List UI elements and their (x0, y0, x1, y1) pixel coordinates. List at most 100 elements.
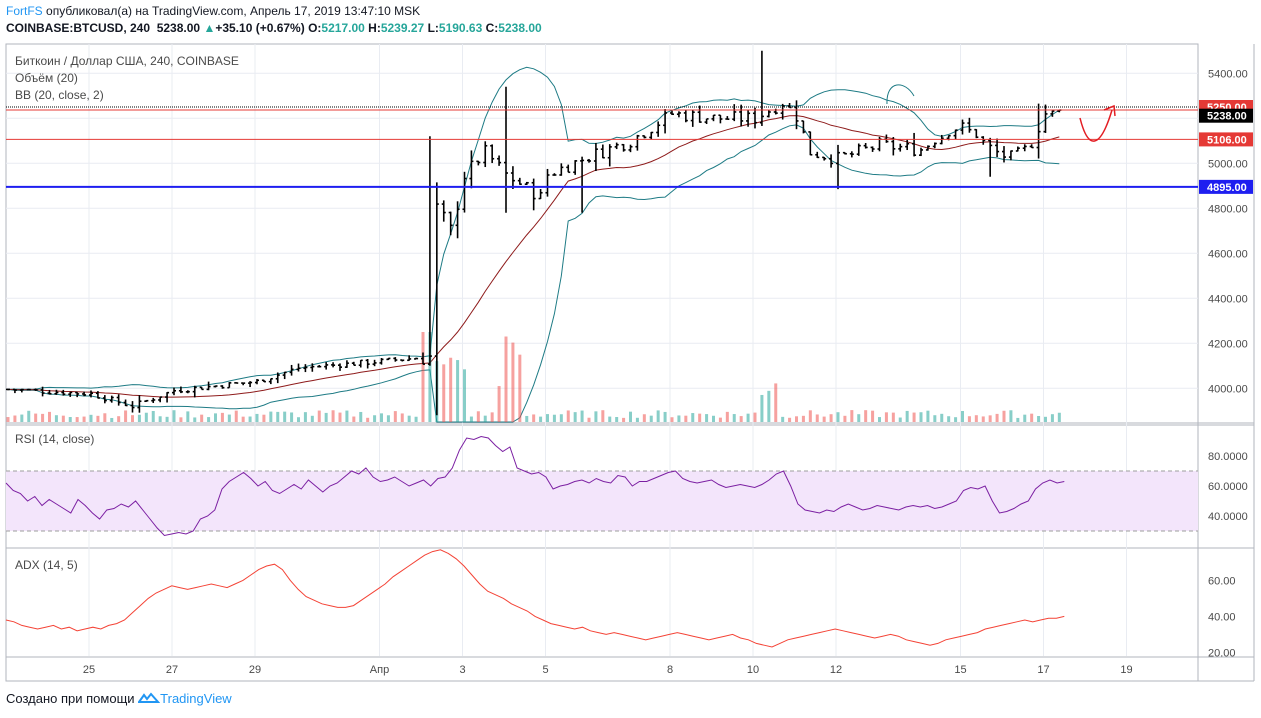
price-bar (1036, 103, 1041, 159)
volume-bar (546, 414, 549, 422)
author-link[interactable]: FortFS (6, 4, 43, 18)
price-bar (407, 355, 412, 362)
x-tick-label: 15 (954, 664, 966, 676)
volume-bar (608, 416, 612, 422)
volume-bar (857, 414, 861, 422)
volume-bar (746, 413, 750, 422)
volume-bar (573, 412, 577, 422)
price-bar (670, 110, 674, 116)
price-bar (1008, 150, 1013, 161)
legend-rsi: RSI (14, close) (15, 432, 94, 446)
volume-bar (712, 415, 715, 422)
price-bar (351, 361, 356, 366)
price-bars (6, 50, 1062, 416)
volume-bar (234, 410, 238, 422)
volume-bar (753, 412, 757, 422)
volume-bar (670, 417, 674, 422)
x-tick-label: 27 (166, 664, 178, 676)
published-text: опубликовал(а) на TradingView.com, Апрел… (46, 4, 421, 18)
x-tick-label: 25 (83, 664, 95, 676)
volume-bar (1050, 414, 1054, 422)
price-bar (483, 141, 488, 168)
volume-bar (504, 336, 508, 422)
volume-bar (1009, 410, 1013, 422)
price-bar (144, 399, 149, 403)
price-bar (61, 389, 66, 396)
price-bar (275, 372, 280, 384)
price-bar (158, 396, 163, 403)
price-bar (462, 171, 467, 213)
price-bar (137, 395, 142, 413)
price-bar (759, 50, 764, 126)
volume-bar (463, 369, 466, 422)
price-bar (192, 385, 197, 398)
price-bar (358, 359, 363, 368)
volume-bar (227, 414, 231, 422)
volume-bar (808, 410, 812, 422)
price-bar (524, 181, 529, 185)
l-label: L: (427, 21, 439, 35)
price-bar (47, 389, 52, 395)
volume-bar (110, 417, 114, 422)
volume-bar (532, 414, 536, 422)
rsi-line (5, 435, 1065, 537)
price-bar (580, 156, 585, 213)
x-tick-label: 19 (1120, 664, 1132, 676)
price-bar (538, 189, 543, 200)
price-bar (573, 160, 578, 175)
price-bar (317, 365, 322, 368)
volume-bar (41, 413, 45, 422)
volume-bar (352, 416, 356, 422)
volume-bars (6, 332, 1061, 422)
price-bar (19, 388, 24, 393)
grid (5, 43, 1255, 682)
volume-bar (400, 413, 404, 422)
adx-tick-label: 40.00 (1208, 611, 1236, 623)
volume-bar (393, 411, 397, 422)
volume-bar (677, 415, 681, 422)
price-bar (780, 103, 785, 120)
price-bar (967, 117, 972, 133)
change-icon: ▲ (203, 21, 216, 35)
price-bar (504, 86, 508, 213)
drawn-arc (886, 84, 915, 105)
adx-tick-label: 20.00 (1208, 647, 1236, 659)
h-label: H: (368, 21, 381, 35)
volume-bar (241, 416, 245, 422)
x-tick-label: 3 (459, 664, 465, 676)
volume-bar (193, 417, 197, 422)
price-bar (261, 379, 266, 383)
price-bar (33, 388, 38, 391)
c-label: C: (485, 21, 499, 35)
volume-bar (456, 360, 460, 422)
price-bar (1002, 146, 1006, 163)
price-bar (766, 109, 771, 118)
x-tick-label: 12 (830, 664, 842, 676)
price-bar (815, 151, 820, 159)
volume-bar (200, 414, 204, 422)
volume-bar (137, 414, 141, 422)
symbol-label: COINBASE:BTCUSD, 240 (6, 21, 151, 35)
price-bar (241, 382, 246, 386)
volume-bar (698, 413, 702, 422)
price-bar (199, 386, 204, 391)
o-value: 5217.00 (321, 21, 365, 35)
y-tick-label: 4200.00 (1208, 338, 1248, 350)
y-tick-label: 4800.00 (1208, 203, 1248, 215)
price-bar (1050, 110, 1055, 117)
rsi-pane (5, 435, 1198, 537)
volume-bar (13, 415, 17, 422)
volume-bar (269, 411, 273, 422)
price-bar (379, 357, 384, 365)
volume-bar (61, 415, 65, 422)
volume-bar (566, 410, 570, 422)
price-bar (213, 385, 218, 388)
volume-bar (629, 411, 632, 422)
price-bar (559, 163, 564, 176)
volume-bar (366, 417, 370, 422)
tradingview-brand[interactable]: TradingView (160, 691, 232, 706)
tradingview-logo-icon[interactable] (138, 691, 161, 706)
volume-bar (511, 342, 515, 422)
price-bar (600, 144, 605, 159)
